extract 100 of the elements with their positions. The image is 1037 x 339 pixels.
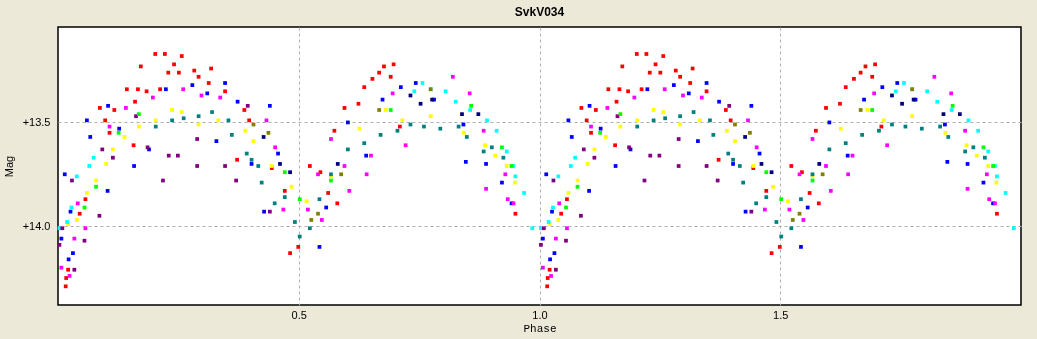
point: [428, 114, 433, 119]
point: [288, 170, 292, 175]
point: [153, 118, 158, 123]
point: [335, 162, 340, 166]
point: [245, 103, 250, 108]
point: [604, 135, 608, 139]
point: [384, 108, 388, 112]
point: [976, 128, 981, 133]
point: [91, 155, 96, 160]
point: [877, 128, 881, 133]
point: [789, 226, 794, 231]
point: [282, 195, 287, 199]
point: [282, 170, 287, 175]
chart-title: SvkV034: [514, 5, 565, 19]
point: [748, 130, 752, 135]
point: [87, 164, 92, 168]
point: [556, 218, 561, 222]
point: [635, 118, 640, 123]
point: [946, 135, 951, 139]
point: [983, 155, 987, 160]
point: [216, 118, 221, 123]
point: [400, 118, 405, 123]
point: [412, 89, 417, 94]
point: [460, 112, 464, 117]
point: [754, 201, 759, 206]
point: [799, 197, 803, 202]
point: [925, 89, 929, 94]
point: [494, 128, 499, 133]
point: [267, 209, 272, 214]
point: [697, 118, 702, 123]
point: [949, 108, 954, 112]
point: [902, 81, 906, 85]
point: [573, 155, 577, 160]
point: [170, 118, 174, 123]
point: [971, 145, 976, 150]
point: [858, 108, 863, 112]
point: [731, 157, 735, 162]
point: [790, 218, 795, 222]
point: [181, 116, 186, 121]
point: [676, 164, 681, 168]
point: [843, 141, 848, 146]
y-axis-title: Mag: [2, 155, 15, 178]
point: [453, 99, 458, 104]
point: [116, 130, 121, 135]
point: [678, 114, 682, 119]
point: [500, 145, 504, 150]
point: [764, 170, 769, 175]
point: [309, 218, 314, 222]
point: [297, 197, 302, 202]
point: [316, 211, 320, 216]
point: [85, 191, 89, 195]
point: [307, 226, 312, 231]
point: [388, 108, 393, 112]
point: [919, 126, 924, 131]
point: [469, 103, 473, 108]
point: [711, 133, 716, 137]
point: [1011, 226, 1016, 231]
point: [779, 197, 784, 202]
point: [910, 114, 915, 119]
point: [483, 143, 487, 148]
point: [104, 162, 109, 166]
point: [870, 108, 875, 112]
point: [733, 139, 737, 143]
point: [74, 218, 79, 222]
point: [464, 135, 469, 139]
point: [243, 128, 248, 133]
point: [727, 103, 732, 108]
point: [661, 110, 666, 114]
point: [476, 112, 481, 117]
point: [489, 145, 494, 150]
point: [293, 220, 297, 224]
point: [708, 118, 712, 123]
point: [272, 201, 277, 206]
point: [564, 238, 568, 243]
point: [568, 164, 573, 168]
point: [195, 164, 200, 168]
y-tick-label: +14.0: [22, 219, 51, 232]
point: [111, 155, 115, 160]
point: [362, 141, 367, 146]
point: [724, 128, 729, 133]
point: [462, 130, 466, 135]
point: [210, 110, 214, 114]
point: [94, 184, 98, 189]
point: [554, 267, 558, 272]
point: [749, 209, 754, 214]
point: [881, 118, 886, 123]
point: [179, 110, 184, 114]
x-tick-label: 0.5: [291, 308, 307, 321]
x-tick-label: 1.5: [773, 308, 789, 321]
point: [771, 184, 775, 189]
x-tick-label: 1.0: [532, 308, 548, 321]
point: [278, 162, 282, 166]
point: [438, 126, 443, 131]
point: [585, 162, 590, 166]
point: [530, 226, 535, 231]
point: [663, 116, 668, 121]
point: [256, 164, 261, 168]
point: [839, 126, 843, 131]
point: [817, 162, 822, 166]
point: [676, 137, 681, 141]
